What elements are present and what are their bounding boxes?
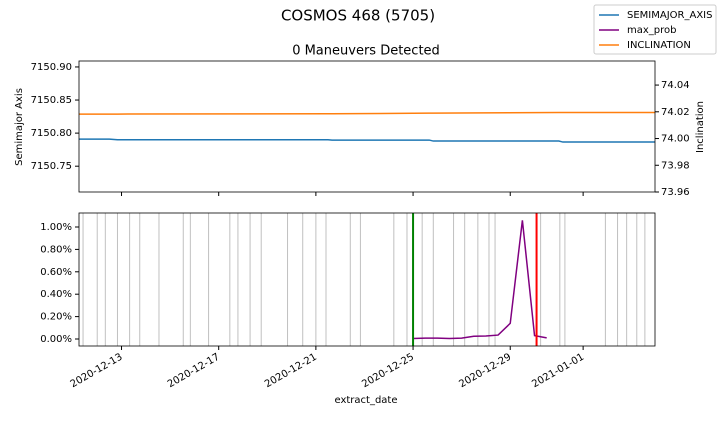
y2-tick-label: 74.00 bbox=[661, 134, 690, 145]
y-tick-label: 0.60% bbox=[40, 267, 72, 278]
figure-title: COSMOS 468 (5705) bbox=[281, 7, 435, 25]
x-tick-label: 2020-12-25 bbox=[360, 352, 416, 391]
x-tick-label: 2020-12-17 bbox=[166, 352, 222, 391]
y-tick-label: 7150.85 bbox=[31, 95, 72, 106]
x-tick-label: 2020-12-21 bbox=[263, 352, 319, 391]
y2-tick-label: 74.02 bbox=[661, 107, 690, 118]
y-tick-label: 7150.80 bbox=[31, 128, 72, 139]
y2-tick-label: 73.96 bbox=[661, 187, 690, 198]
y-axis-label: Semimajor Axis bbox=[14, 88, 25, 166]
y2-tick-label: 74.04 bbox=[661, 80, 690, 91]
series-line bbox=[79, 138, 655, 143]
legend-box bbox=[593, 4, 717, 55]
y2-axis-label: Inclination bbox=[695, 101, 706, 153]
x-tick-label: 2020-12-29 bbox=[457, 352, 513, 391]
y-tick-label: 0.40% bbox=[40, 289, 72, 300]
plot-frame bbox=[78, 212, 656, 347]
legend-label: max_prob bbox=[627, 25, 677, 36]
x-tick-label: 2020-12-13 bbox=[69, 352, 125, 391]
x-axis-label: extract_date bbox=[334, 395, 397, 406]
y-tick-label: 0.80% bbox=[40, 244, 72, 255]
y-tick-label: 0.20% bbox=[40, 312, 72, 323]
series-line bbox=[79, 111, 655, 115]
legend-label: INCLINATION bbox=[627, 40, 691, 51]
y-tick-label: 0.00% bbox=[40, 334, 72, 345]
y-tick-label: 1.00% bbox=[40, 222, 72, 233]
x-tick-label: 2021-01-01 bbox=[530, 352, 586, 391]
plot-frame bbox=[78, 60, 656, 193]
series-line bbox=[413, 220, 547, 340]
y2-tick-label: 73.98 bbox=[661, 160, 690, 171]
y-tick-label: 7150.75 bbox=[31, 161, 72, 172]
y-tick-label: 7150.90 bbox=[31, 62, 72, 73]
legend-label: SEMIMAJOR_AXIS bbox=[627, 10, 712, 21]
chart-title: 0 Maneuvers Detected bbox=[292, 44, 440, 59]
